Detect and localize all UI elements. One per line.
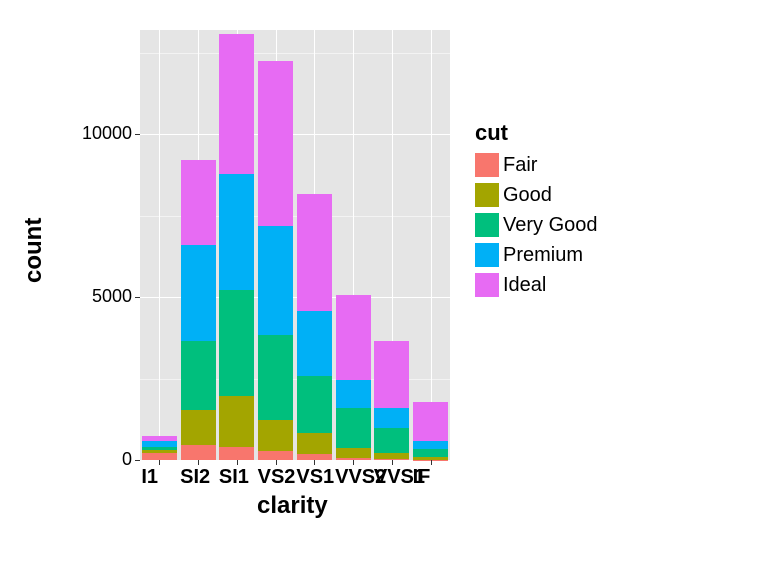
bar-segment: [181, 245, 216, 341]
bar-segment: [181, 445, 216, 460]
bar-segment: [258, 420, 293, 452]
y-tick: [135, 134, 140, 135]
bar-segment: [374, 341, 409, 408]
bar-segment: [258, 451, 293, 460]
bar-segment: [219, 174, 254, 290]
x-tick: [392, 460, 393, 465]
legend-label: Very Good: [503, 214, 598, 237]
bar-segment: [297, 194, 332, 311]
bar-segment: [336, 295, 371, 380]
legend-label: Premium: [503, 244, 583, 267]
legend-title: cut: [475, 120, 598, 146]
bar-segment: [142, 436, 177, 441]
bar-segment: [219, 447, 254, 460]
bar-segment: [142, 447, 177, 450]
gridline-major: [140, 134, 450, 135]
chart-container: count clarity cut Fair Good Very Good Premi…: [0, 0, 768, 576]
legend-swatch: [475, 213, 499, 237]
legend-key: [475, 273, 499, 297]
legend: cut Fair Good Very Good Premium Ideal: [475, 120, 598, 300]
legend-item: Premium: [475, 240, 598, 270]
bar-segment: [142, 453, 177, 460]
y-tick-label: 10000: [82, 123, 132, 144]
plot-panel: [140, 30, 450, 460]
gridline-v: [431, 30, 432, 460]
bar-segment: [181, 341, 216, 409]
bar-segment: [297, 433, 332, 454]
legend-key: [475, 243, 499, 267]
bar-segment: [258, 61, 293, 226]
bar-segment: [336, 448, 371, 457]
x-tick: [276, 460, 277, 465]
bar-segment: [219, 396, 254, 447]
legend-label: Fair: [503, 154, 537, 177]
x-tick: [314, 460, 315, 465]
x-tick: [237, 460, 238, 465]
x-axis-title: clarity: [257, 492, 328, 520]
bar-segment: [374, 408, 409, 428]
y-tick: [135, 297, 140, 298]
legend-item: Very Good: [475, 210, 598, 240]
y-tick-label: 0: [122, 449, 132, 470]
bar-segment: [336, 408, 371, 448]
bar-segment: [258, 335, 293, 419]
bar-segment: [413, 449, 448, 458]
bar-segment: [413, 441, 448, 448]
bar-segment: [181, 160, 216, 245]
bar-segment: [413, 402, 448, 441]
x-tick-label: IF: [413, 466, 431, 489]
legend-swatch: [475, 243, 499, 267]
legend-swatch: [475, 273, 499, 297]
legend-swatch: [475, 153, 499, 177]
x-tick: [431, 460, 432, 465]
legend-key: [475, 183, 499, 207]
bar-segment: [142, 441, 177, 448]
bar-segment: [374, 428, 409, 454]
bar-segment: [297, 376, 332, 434]
legend-item: Good: [475, 180, 598, 210]
legend-item: Ideal: [475, 270, 598, 300]
x-tick: [198, 460, 199, 465]
bar-segment: [219, 34, 254, 173]
bar-segment: [336, 380, 371, 408]
x-tick-label: SI2: [180, 466, 210, 489]
gridline-v: [159, 30, 160, 460]
legend-key: [475, 213, 499, 237]
x-tick-label: I1: [141, 466, 158, 489]
y-tick: [135, 460, 140, 461]
y-axis-title: count: [20, 218, 48, 283]
legend-item: Fair: [475, 150, 598, 180]
x-tick: [353, 460, 354, 465]
legend-swatch: [475, 183, 499, 207]
bar-segment: [374, 453, 409, 459]
x-tick-label: VS2: [258, 466, 296, 489]
x-tick-label: VS1: [296, 466, 334, 489]
bar-segment: [258, 226, 293, 335]
gridline-major: [140, 460, 450, 461]
bar-segment: [142, 450, 177, 453]
bar-segment: [219, 290, 254, 396]
bar-segment: [297, 311, 332, 376]
legend-label: Good: [503, 184, 552, 207]
x-tick-label: SI1: [219, 466, 249, 489]
legend-key: [475, 153, 499, 177]
legend-label: Ideal: [503, 274, 546, 297]
x-tick: [159, 460, 160, 465]
bar-segment: [181, 410, 216, 445]
y-tick-label: 5000: [92, 286, 132, 307]
gridline-minor: [140, 53, 450, 54]
